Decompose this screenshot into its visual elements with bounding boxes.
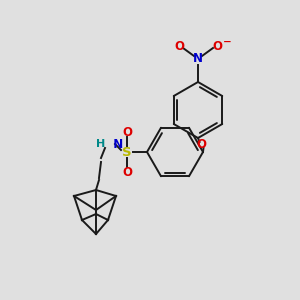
Text: S: S bbox=[122, 146, 132, 158]
Text: N: N bbox=[193, 52, 203, 65]
Text: H: H bbox=[96, 139, 105, 149]
Text: −: − bbox=[223, 37, 231, 47]
Text: N: N bbox=[105, 137, 123, 151]
Text: O: O bbox=[122, 166, 132, 178]
Text: O: O bbox=[174, 40, 184, 52]
Text: O: O bbox=[122, 125, 132, 139]
Text: O: O bbox=[212, 40, 222, 52]
Text: O: O bbox=[196, 139, 206, 152]
